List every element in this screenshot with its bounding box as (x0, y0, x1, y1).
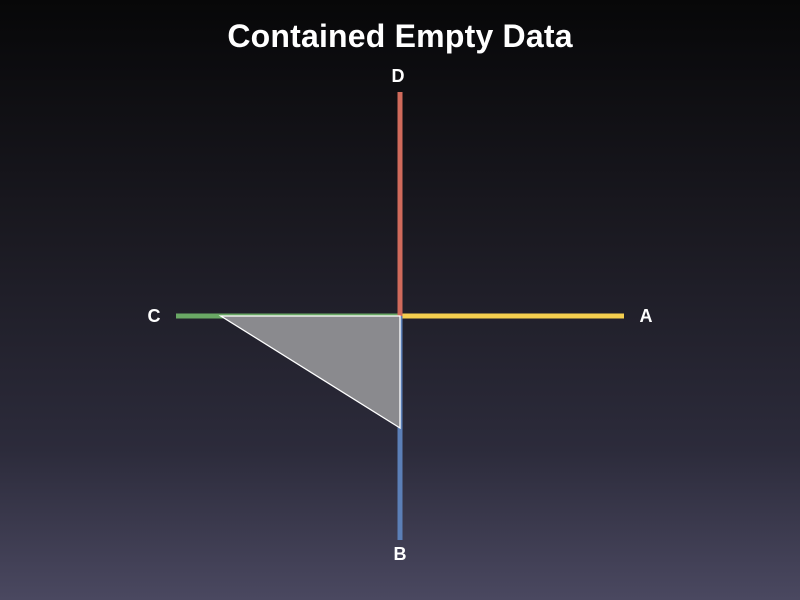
chart-title: Contained Empty Data (227, 18, 573, 54)
axis-label-c: C (148, 306, 161, 326)
axis-label-a: A (640, 306, 653, 326)
series-polygon-0 (218, 315, 401, 430)
axis-label-b: B (394, 544, 407, 564)
axis-label-d: D (392, 66, 405, 86)
